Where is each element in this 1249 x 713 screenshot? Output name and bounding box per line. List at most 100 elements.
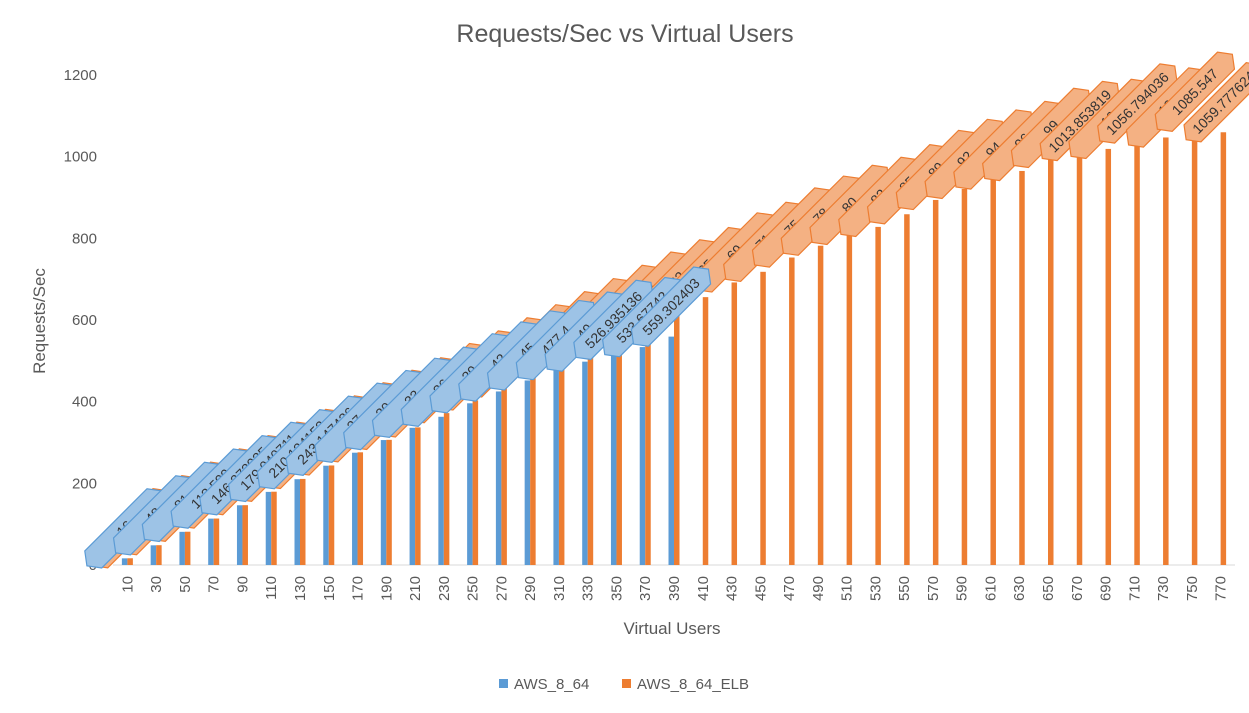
bar — [1220, 132, 1227, 566]
y-tick-label: 1000 — [64, 149, 97, 166]
bar — [156, 545, 162, 565]
x-tick-label: 150 — [321, 576, 338, 601]
data-label-box — [630, 266, 712, 347]
x-tick-label: 430 — [724, 576, 741, 601]
y-tick-label: 1200 — [64, 67, 97, 84]
x-tick-label: 470 — [781, 576, 798, 601]
bar — [846, 234, 853, 566]
bar — [438, 416, 444, 565]
bar — [300, 478, 306, 565]
x-tick-label: 270 — [493, 576, 510, 601]
x-tick-label: 630 — [1011, 576, 1028, 601]
bar — [323, 465, 329, 565]
bar — [674, 309, 680, 565]
chart-title: Requests/Sec vs Virtual Users — [456, 20, 793, 48]
y-axis-title: Requests/Sec — [30, 268, 49, 374]
x-tick-label: 50 — [177, 576, 194, 593]
bar — [357, 452, 364, 565]
data-labels: 1648811114172124273033374034346749535659… — [84, 51, 1249, 569]
x-tick-label: 110 — [263, 576, 280, 600]
y-tick-label: 400 — [72, 394, 97, 411]
bar — [208, 518, 214, 565]
x-tick-label: 490 — [810, 576, 827, 601]
x-tick-label: 70 — [206, 576, 223, 593]
bar — [1191, 121, 1198, 565]
x-tick-label: 130 — [292, 576, 309, 601]
bar — [127, 558, 133, 565]
x-tick-label: 710 — [1126, 576, 1143, 601]
bar — [213, 518, 220, 565]
legend: AWS_8_64 AWS_8_64_ELB — [499, 676, 749, 693]
bar — [150, 545, 157, 565]
x-tick-label: 410 — [695, 576, 712, 601]
x-tick-label: 530 — [867, 576, 884, 601]
bar — [352, 452, 358, 565]
bar — [184, 531, 191, 565]
bar — [961, 188, 968, 565]
y-axis-ticks: 020040060080010001200 — [64, 67, 97, 574]
bar — [702, 297, 709, 565]
x-tick-label: 730 — [1155, 576, 1172, 601]
bar — [1019, 170, 1025, 565]
x-tick-label: 310 — [551, 576, 568, 601]
bar — [265, 491, 272, 565]
x-tick-label: 370 — [637, 576, 654, 601]
x-axis-ticks: 10 30 50 70 90 110 130 150 170 190 210 230 250 270 290… — [119, 576, 1229, 601]
bar — [472, 400, 479, 565]
bar — [443, 413, 450, 565]
x-tick-label: 550 — [896, 576, 913, 601]
bar — [467, 403, 473, 565]
x-tick-label: 650 — [1040, 576, 1057, 601]
bar — [558, 361, 565, 565]
bar — [1076, 150, 1083, 566]
bar — [582, 361, 588, 565]
x-tick-label: 230 — [436, 576, 453, 601]
legend-swatch — [622, 679, 631, 688]
bar — [328, 465, 335, 565]
bar — [386, 439, 392, 565]
bar — [495, 391, 502, 565]
x-tick-label: 390 — [666, 576, 683, 601]
bar — [179, 531, 185, 565]
bar — [990, 179, 996, 565]
x-tick-label: 770 — [1213, 576, 1230, 601]
bar — [553, 370, 559, 565]
bar — [409, 427, 416, 565]
bar — [587, 348, 594, 565]
x-tick-label: 590 — [954, 576, 971, 601]
x-tick-label: 210 — [407, 576, 424, 601]
bar — [1134, 133, 1140, 565]
x-tick-label: 570 — [925, 576, 942, 601]
bar — [639, 347, 646, 565]
legend-swatch — [499, 679, 508, 688]
bar — [817, 245, 824, 565]
bar — [271, 491, 277, 565]
x-axis-title: Virtual Users — [624, 619, 721, 638]
bar — [610, 349, 617, 565]
y-tick-label: 200 — [72, 475, 97, 492]
x-tick-label: 450 — [752, 576, 769, 601]
legend-label: AWS_8_64 — [514, 676, 589, 693]
bar — [668, 336, 674, 565]
bar — [760, 271, 766, 565]
x-tick-label: 10 — [119, 576, 136, 593]
bars — [121, 121, 1227, 566]
x-tick-label: 290 — [522, 576, 539, 601]
x-tick-label: 750 — [1184, 576, 1201, 601]
bar — [932, 199, 939, 565]
bar — [645, 321, 651, 565]
bar — [789, 257, 795, 565]
y-tick-label: 800 — [72, 230, 97, 247]
data-label-box — [1154, 51, 1236, 132]
bar — [731, 282, 738, 565]
x-tick-label: 510 — [839, 576, 856, 601]
bar — [1105, 148, 1112, 565]
bar — [380, 440, 387, 565]
x-tick-label: 30 — [148, 576, 165, 593]
bar — [530, 374, 536, 565]
x-tick-label: 190 — [378, 576, 395, 601]
data-label-box — [1183, 62, 1249, 143]
bar — [242, 505, 248, 565]
bar — [875, 226, 881, 565]
